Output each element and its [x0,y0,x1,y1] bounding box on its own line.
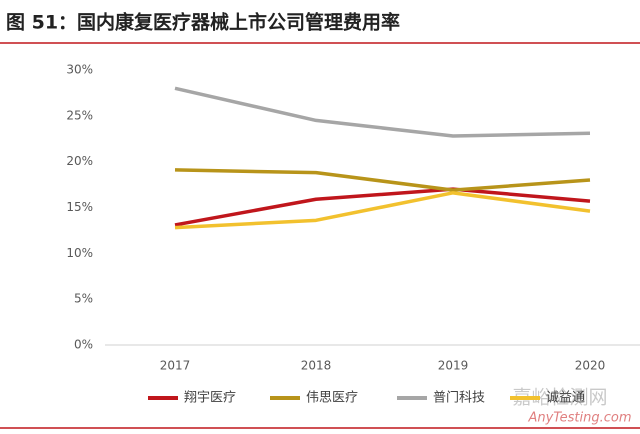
legend-label: 诚益通 [546,391,585,406]
y-tick-label: 30% [66,63,93,77]
series-line [174,168,591,192]
legend-label: 伟思医疗 [306,391,358,406]
y-tick-label: 5% [74,292,93,306]
legend-label: 翔宇医疗 [184,391,236,406]
y-tick-label: 20% [66,154,93,168]
watermark-sub: AnyTesting.com [527,411,631,426]
x-tick-label: 2020 [575,359,606,373]
series-line [174,187,591,227]
watermark: 嘉峪检测网 [512,387,607,409]
x-tick-label: 2017 [160,359,191,373]
chart-title: 图 51：国内康复医疗器械上市公司管理费用率 [6,11,400,34]
series-line [174,86,591,138]
y-tick-label: 0% [74,338,93,352]
x-tick-label: 2019 [438,359,469,373]
series-line [174,191,591,230]
legend-label: 普门科技 [433,391,485,406]
y-tick-label: 10% [66,246,93,260]
y-tick-label: 15% [66,200,93,214]
x-tick-label: 2018 [301,359,332,373]
y-tick-label: 25% [66,108,93,122]
